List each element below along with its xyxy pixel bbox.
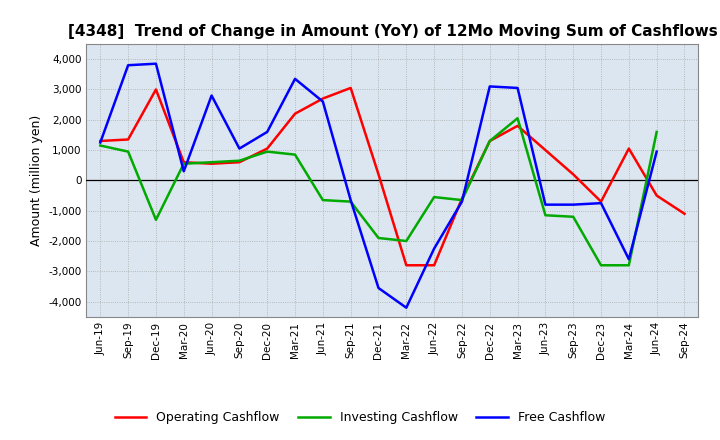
Legend: Operating Cashflow, Investing Cashflow, Free Cashflow: Operating Cashflow, Investing Cashflow, … xyxy=(110,407,610,429)
Investing Cashflow xyxy=(374,235,383,241)
Investing Cashflow xyxy=(179,161,188,166)
Free Cashflow xyxy=(152,61,161,66)
Free Cashflow xyxy=(513,85,522,91)
Free Cashflow xyxy=(485,84,494,89)
Title: [4348]  Trend of Change in Amount (YoY) of 12Mo Moving Sum of Cashflows: [4348] Trend of Change in Amount (YoY) o… xyxy=(68,24,717,39)
Investing Cashflow xyxy=(263,149,271,154)
Free Cashflow xyxy=(318,99,327,104)
Free Cashflow xyxy=(291,76,300,81)
Operating Cashflow xyxy=(152,87,161,92)
Investing Cashflow xyxy=(541,213,550,218)
Free Cashflow xyxy=(402,305,410,310)
Free Cashflow xyxy=(597,201,606,206)
Investing Cashflow xyxy=(152,217,161,223)
Operating Cashflow xyxy=(96,138,104,143)
Operating Cashflow xyxy=(597,199,606,204)
Investing Cashflow xyxy=(624,263,633,268)
Investing Cashflow xyxy=(346,199,355,204)
Y-axis label: Amount (million yen): Amount (million yen) xyxy=(30,115,42,246)
Free Cashflow xyxy=(430,246,438,251)
Operating Cashflow xyxy=(624,146,633,151)
Operating Cashflow xyxy=(430,263,438,268)
Line: Free Cashflow: Free Cashflow xyxy=(100,64,657,308)
Free Cashflow xyxy=(235,146,243,151)
Investing Cashflow xyxy=(318,198,327,203)
Free Cashflow xyxy=(458,199,467,204)
Free Cashflow xyxy=(179,169,188,174)
Free Cashflow xyxy=(96,140,104,145)
Line: Investing Cashflow: Investing Cashflow xyxy=(100,118,657,265)
Operating Cashflow xyxy=(207,161,216,166)
Investing Cashflow xyxy=(485,138,494,143)
Operating Cashflow xyxy=(263,146,271,151)
Operating Cashflow xyxy=(179,160,188,165)
Operating Cashflow xyxy=(652,193,661,198)
Investing Cashflow xyxy=(207,160,216,165)
Investing Cashflow xyxy=(291,152,300,157)
Free Cashflow xyxy=(652,149,661,154)
Operating Cashflow xyxy=(485,138,494,143)
Free Cashflow xyxy=(624,257,633,262)
Operating Cashflow xyxy=(346,85,355,91)
Operating Cashflow xyxy=(124,137,132,142)
Investing Cashflow xyxy=(597,263,606,268)
Free Cashflow xyxy=(124,62,132,68)
Free Cashflow xyxy=(263,129,271,135)
Free Cashflow xyxy=(207,93,216,98)
Operating Cashflow xyxy=(402,263,410,268)
Investing Cashflow xyxy=(513,116,522,121)
Operating Cashflow xyxy=(235,160,243,165)
Free Cashflow xyxy=(346,198,355,203)
Operating Cashflow xyxy=(291,111,300,116)
Investing Cashflow xyxy=(569,214,577,220)
Investing Cashflow xyxy=(96,143,104,148)
Line: Operating Cashflow: Operating Cashflow xyxy=(100,88,685,265)
Free Cashflow xyxy=(541,202,550,207)
Operating Cashflow xyxy=(680,211,689,216)
Investing Cashflow xyxy=(124,149,132,154)
Investing Cashflow xyxy=(235,158,243,163)
Free Cashflow xyxy=(569,202,577,207)
Free Cashflow xyxy=(374,286,383,291)
Investing Cashflow xyxy=(652,129,661,135)
Operating Cashflow xyxy=(513,123,522,128)
Investing Cashflow xyxy=(458,198,467,203)
Operating Cashflow xyxy=(458,196,467,201)
Operating Cashflow xyxy=(541,147,550,153)
Operating Cashflow xyxy=(318,96,327,101)
Operating Cashflow xyxy=(569,172,577,177)
Investing Cashflow xyxy=(402,238,410,244)
Investing Cashflow xyxy=(430,194,438,200)
Operating Cashflow xyxy=(374,172,383,177)
